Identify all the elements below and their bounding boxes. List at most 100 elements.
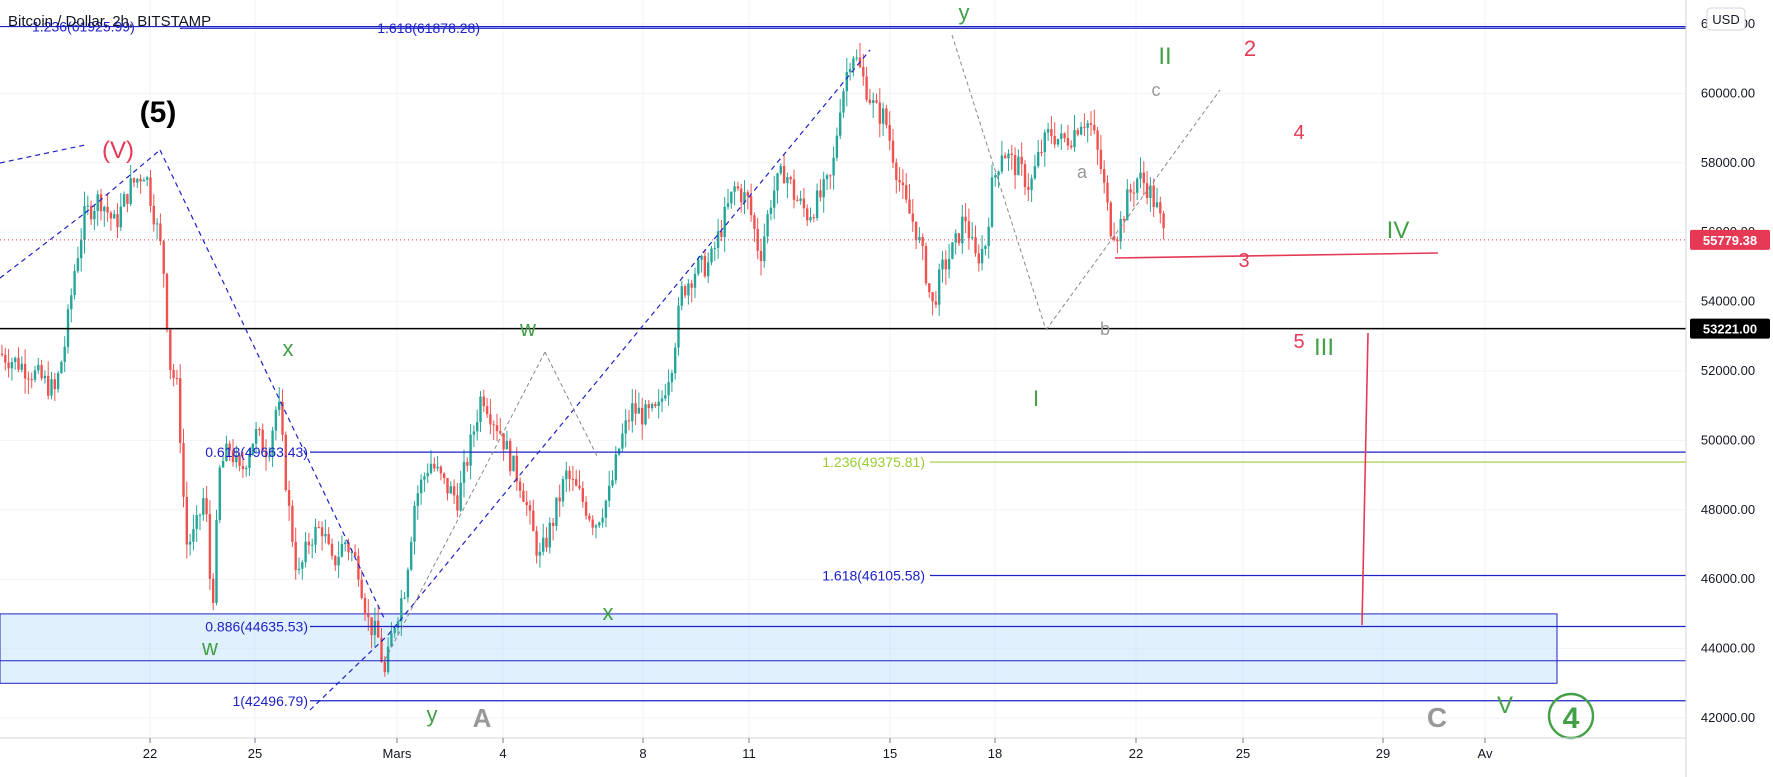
candle-body bbox=[1027, 187, 1030, 190]
candle-body bbox=[17, 357, 20, 370]
candle-body bbox=[1023, 164, 1027, 188]
candle-body bbox=[56, 373, 60, 390]
candle-body bbox=[578, 485, 581, 489]
candle-body bbox=[311, 544, 314, 546]
candle-body bbox=[142, 179, 146, 182]
candle-body bbox=[426, 473, 429, 477]
candle-body bbox=[601, 517, 604, 523]
candle-body bbox=[634, 403, 637, 414]
candle-body bbox=[895, 162, 898, 180]
candle-body bbox=[212, 578, 215, 603]
candle-body bbox=[231, 450, 235, 463]
price-axis[interactable]: 42000.00 44000.00 46000.00 48000.00 50000.00… bbox=[1701, 16, 1755, 725]
candle-body bbox=[608, 485, 611, 501]
candle-body bbox=[429, 463, 433, 474]
candle-body bbox=[515, 455, 518, 482]
candle-body bbox=[165, 273, 169, 330]
wave-label: x bbox=[603, 600, 614, 625]
candle-body bbox=[268, 455, 271, 458]
wave-label: II bbox=[1158, 43, 1171, 70]
candle-body bbox=[89, 205, 93, 220]
candle-body bbox=[452, 486, 456, 496]
candle-body bbox=[423, 476, 426, 480]
candle-body bbox=[558, 497, 561, 502]
candle-body bbox=[796, 199, 799, 201]
candle-body bbox=[1119, 218, 1122, 242]
candle-body bbox=[1046, 129, 1050, 133]
candle-body bbox=[96, 194, 99, 211]
candle-body bbox=[1063, 133, 1066, 139]
candle-body bbox=[726, 203, 730, 207]
candle-body bbox=[789, 177, 792, 180]
x-tick-label: 25 bbox=[1236, 746, 1250, 761]
candle-body bbox=[822, 179, 825, 198]
candle-body bbox=[1152, 185, 1155, 208]
candle-body bbox=[357, 555, 360, 580]
candle-body bbox=[146, 177, 149, 180]
candle-body bbox=[393, 628, 396, 634]
candle-body bbox=[218, 467, 221, 521]
candle-body bbox=[340, 544, 344, 557]
level-price-tag: 53221.00 bbox=[1690, 318, 1770, 339]
candle-body bbox=[419, 479, 423, 494]
candle-body bbox=[254, 429, 258, 444]
candle-body bbox=[683, 286, 687, 296]
candle-body bbox=[924, 246, 928, 284]
candle-body bbox=[898, 179, 901, 183]
candle-body bbox=[944, 259, 947, 270]
candle-body bbox=[931, 292, 934, 302]
wave-label: b bbox=[1100, 319, 1110, 339]
candle-body bbox=[753, 215, 756, 229]
candle-body bbox=[614, 454, 617, 481]
candle-body bbox=[1132, 192, 1136, 194]
candle-body bbox=[469, 434, 472, 466]
x-tick-label: 25 bbox=[248, 746, 262, 761]
candle-body bbox=[63, 346, 66, 362]
fib-level-label: 1.236(61925.99) bbox=[32, 19, 135, 35]
candle-body bbox=[245, 467, 248, 470]
candle-body bbox=[347, 542, 350, 553]
candle-body bbox=[495, 425, 499, 432]
candle-body bbox=[4, 354, 7, 363]
candle-body bbox=[542, 537, 545, 552]
candle-body bbox=[284, 434, 287, 491]
candle-body bbox=[792, 179, 796, 200]
candle-body bbox=[327, 533, 330, 544]
candle-body bbox=[291, 505, 294, 542]
time-axis[interactable]: 22 25 Mars 4 8 11 15 18 22 25 29 Av bbox=[143, 738, 1493, 761]
candle-body bbox=[730, 191, 733, 204]
candle-body bbox=[149, 177, 152, 206]
candle-body bbox=[492, 424, 495, 426]
candle-body bbox=[1053, 136, 1056, 145]
candle-body bbox=[479, 396, 482, 423]
candle-body bbox=[86, 205, 89, 207]
candle-body bbox=[878, 102, 881, 124]
wave-label: (V) bbox=[102, 137, 134, 164]
wave-label: V bbox=[1497, 692, 1513, 719]
candle-body bbox=[307, 541, 311, 546]
candle-body bbox=[317, 526, 320, 528]
candle-body bbox=[951, 242, 954, 259]
y-tick-label: 60000.00 bbox=[1701, 85, 1755, 100]
currency-button[interactable]: USD bbox=[1706, 7, 1746, 31]
candle-body bbox=[1000, 155, 1004, 172]
candle-body bbox=[881, 108, 885, 124]
trend-line bbox=[159, 149, 386, 621]
candle-body bbox=[802, 198, 806, 209]
candle-body bbox=[997, 171, 1000, 176]
candle-body bbox=[710, 248, 713, 263]
candle-body bbox=[80, 240, 83, 259]
candle-body bbox=[1076, 130, 1079, 135]
candle-body bbox=[37, 364, 40, 371]
candle-body bbox=[885, 108, 888, 126]
candle-body bbox=[852, 58, 855, 70]
candle-body bbox=[1122, 218, 1126, 221]
candle-body bbox=[637, 407, 641, 414]
candle-body bbox=[650, 404, 654, 409]
candle-body bbox=[700, 255, 703, 260]
candle-body bbox=[535, 531, 538, 556]
candle-body bbox=[743, 192, 746, 203]
candle-body bbox=[1089, 123, 1093, 125]
candle-body bbox=[707, 262, 710, 277]
